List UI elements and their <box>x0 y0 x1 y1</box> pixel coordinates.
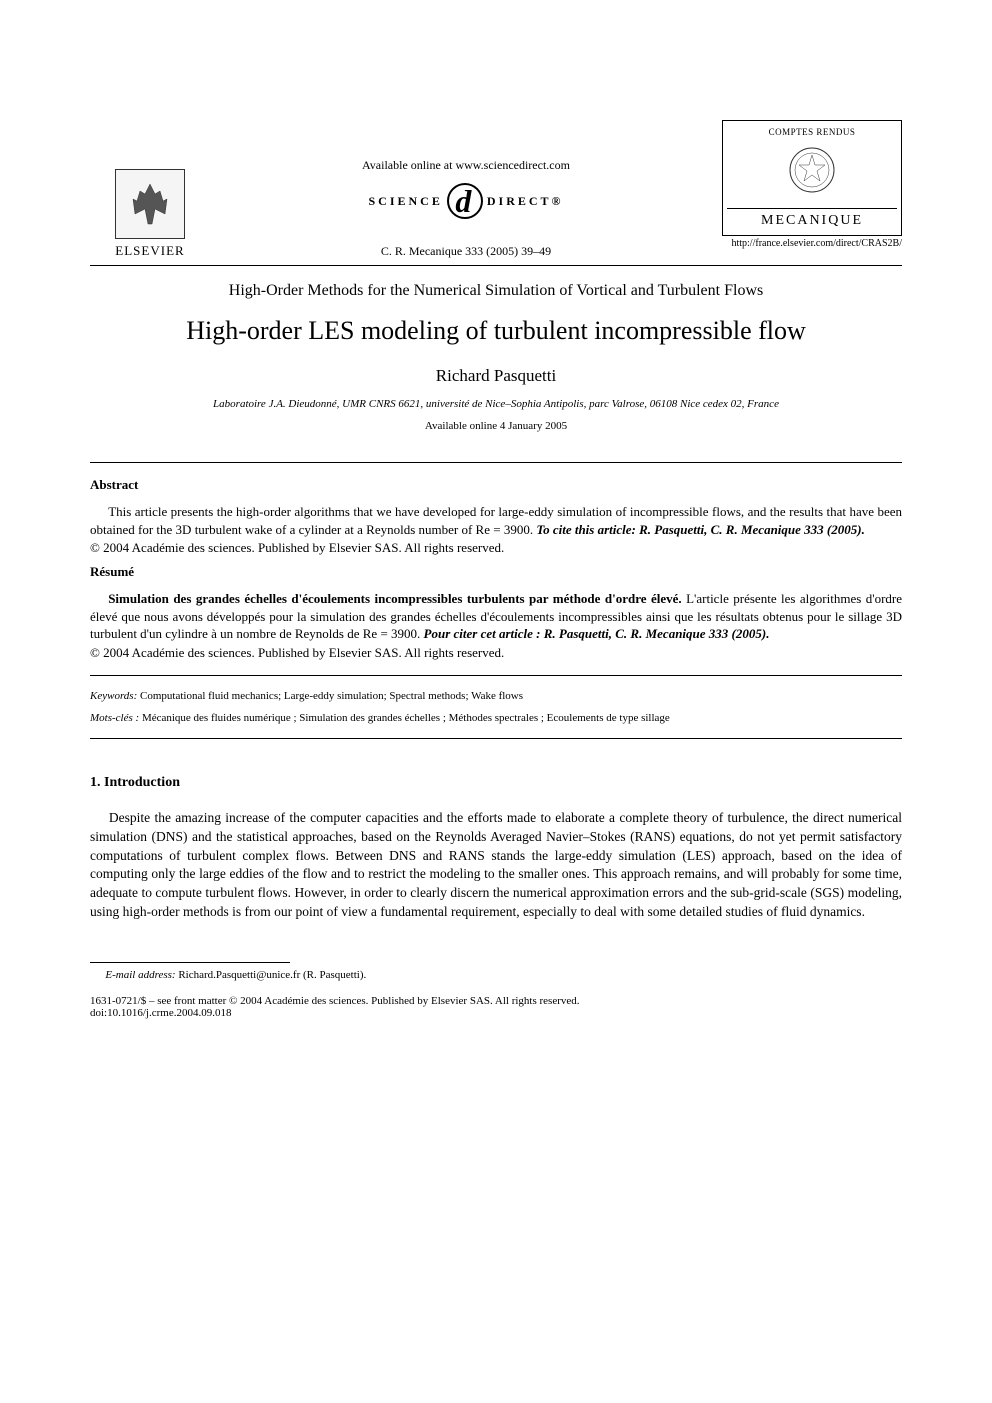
abstract-paragraph: This article presents the high-order alg… <box>90 503 902 538</box>
publisher-name: ELSEVIER <box>115 243 184 259</box>
available-date: Available online 4 January 2005 <box>90 420 902 432</box>
journal-wrapper: COMPTES RENDUS MECANIQUE http://france.e… <box>722 120 902 259</box>
email-address[interactable]: Richard.Pasquetti@unice.fr (R. Pasquetti… <box>178 969 366 981</box>
abstract-heading: Abstract <box>90 477 902 493</box>
abstract-cite: To cite this article: R. Pasquetti, C. R… <box>536 522 865 537</box>
intro-paragraph: Despite the amazing increase of the comp… <box>90 809 902 922</box>
keywords-label-en: Keywords: <box>90 690 140 702</box>
sd-left: SCIENCE <box>369 194 443 209</box>
keywords-fr: Mots-clés : Mécanique des fluides numéri… <box>90 712 902 724</box>
header-row: ELSEVIER Available online at www.science… <box>90 120 902 259</box>
sd-d-icon: d <box>447 183 483 219</box>
sd-right: DIRECT® <box>487 194 564 209</box>
email-line: E-mail address: Richard.Pasquetti@unice.… <box>90 969 902 981</box>
resume-heading: Résumé <box>90 564 902 580</box>
journal-top-label: COMPTES RENDUS <box>727 127 897 137</box>
doi: doi:10.1016/j.crme.2004.09.018 <box>90 1007 902 1019</box>
divider <box>90 738 902 739</box>
author-affiliation: Laboratoire J.A. Dieudonné, UMR CNRS 662… <box>90 398 902 410</box>
email-label: E-mail address: <box>105 969 178 981</box>
abstract-copyright: © 2004 Académie des sciences. Published … <box>90 540 902 556</box>
science-direct-logo: SCIENCE d DIRECT® <box>230 183 702 219</box>
keywords-label-fr: Mots-clés : <box>90 712 142 724</box>
article-title: High-order LES modeling of turbulent inc… <box>90 316 902 346</box>
keywords-en: Keywords: Computational fluid mechanics;… <box>90 690 902 702</box>
keywords-text-fr: Mécanique des fluides numérique ; Simula… <box>142 712 670 724</box>
center-header: Available online at www.sciencedirect.co… <box>210 158 722 259</box>
resume-paragraph: Simulation des grandes échelles d'écoule… <box>90 590 902 643</box>
journal-url[interactable]: http://france.elsevier.com/direct/CRAS2B… <box>722 238 902 249</box>
journal-name: MECANIQUE <box>727 208 897 229</box>
elsevier-tree-icon <box>115 169 185 239</box>
divider <box>90 675 902 676</box>
resume-copyright: © 2004 Académie des sciences. Published … <box>90 645 902 661</box>
divider <box>90 462 902 463</box>
special-issue-title: High-Order Methods for the Numerical Sim… <box>90 282 902 300</box>
publisher-block: ELSEVIER <box>90 169 210 259</box>
journal-seal-icon <box>787 145 837 195</box>
keywords-text-en: Computational fluid mechanics; Large-edd… <box>140 690 523 702</box>
available-online-text: Available online at www.sciencedirect.co… <box>230 158 702 173</box>
front-matter: 1631-0721/$ – see front matter © 2004 Ac… <box>90 995 902 1007</box>
intro-heading: 1. Introduction <box>90 775 902 791</box>
resume-lead: Simulation des grandes échelles d'écoule… <box>108 591 686 606</box>
resume-cite: Pour citer cet article : R. Pasquetti, C… <box>424 626 770 641</box>
citation-header: C. R. Mecanique 333 (2005) 39–49 <box>230 244 702 259</box>
author-name: Richard Pasquetti <box>90 366 902 386</box>
journal-block: COMPTES RENDUS MECANIQUE <box>722 120 902 236</box>
footer-divider <box>90 962 290 963</box>
header-divider <box>90 265 902 266</box>
